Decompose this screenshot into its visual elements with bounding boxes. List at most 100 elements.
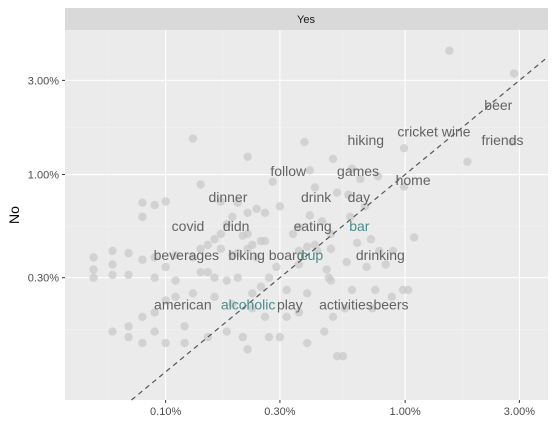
data-point: [252, 204, 261, 214]
scatter-points: [89, 46, 519, 361]
data-point: [264, 332, 274, 342]
word-label: dinner: [208, 189, 247, 205]
data-point: [196, 267, 205, 277]
word-label: board: [269, 247, 305, 263]
data-point: [180, 338, 189, 348]
y-axis: 0.30% 1.00% 3.00%: [28, 75, 65, 285]
data-point: [302, 338, 312, 348]
data-point: [228, 300, 237, 309]
data-point: [305, 166, 315, 175]
data-point: [161, 197, 170, 206]
data-point: [222, 220, 231, 229]
word-label: covid: [172, 218, 205, 234]
data-point: [138, 255, 147, 264]
data-point: [161, 338, 170, 348]
data-point: [508, 137, 517, 147]
data-point: [248, 289, 257, 298]
word-label: alcoholic: [221, 296, 275, 312]
data-point: [89, 265, 98, 274]
data-point: [302, 289, 312, 298]
data-point: [203, 240, 213, 250]
word-label: home: [396, 172, 431, 188]
word-label: follow: [270, 163, 307, 179]
x-tick-label: 0.10%: [150, 406, 181, 418]
data-point: [188, 289, 198, 298]
data-point: [302, 242, 312, 252]
data-point: [409, 233, 419, 242]
data-point: [210, 235, 219, 244]
minor-gridlines: [65, 30, 548, 400]
word-label: beers: [373, 296, 408, 312]
data-point: [138, 312, 147, 322]
word-label: beverages: [154, 247, 219, 263]
data-point: [138, 198, 147, 207]
data-point: [344, 190, 353, 199]
word-label: games: [337, 163, 379, 179]
data-point: [243, 229, 252, 239]
data-point: [326, 244, 336, 254]
data-point: [445, 46, 454, 55]
data-point: [188, 134, 198, 143]
data-point: [108, 270, 117, 280]
data-point: [89, 253, 98, 262]
data-point: [275, 332, 285, 342]
word-label: day: [348, 189, 371, 205]
data-point: [248, 304, 257, 313]
facet-strip-label: Yes: [297, 14, 315, 26]
data-point: [368, 304, 377, 313]
data-point: [340, 304, 350, 313]
x-axis: 0.10% 0.30% 1.00% 3.00%: [150, 400, 535, 418]
data-point: [294, 246, 304, 256]
data-point: [381, 260, 390, 269]
data-point: [366, 235, 376, 244]
data-point: [150, 308, 159, 317]
data-point: [399, 182, 409, 191]
data-point: [282, 285, 291, 295]
y-tick-label: 1.00%: [28, 170, 59, 182]
data-point: [171, 276, 180, 285]
data-point: [124, 270, 133, 280]
data-point: [324, 273, 333, 282]
data-point: [161, 296, 170, 305]
data-point: [317, 217, 327, 226]
data-point: [288, 229, 298, 239]
data-point: [260, 208, 270, 217]
word-label: hiking: [347, 132, 384, 148]
word-label: play: [277, 296, 303, 312]
data-point: [282, 312, 291, 322]
word-label: activities: [319, 296, 373, 312]
data-point: [264, 273, 274, 282]
data-point: [124, 322, 133, 331]
data-point: [373, 172, 383, 181]
data-point: [356, 174, 365, 184]
data-point: [320, 327, 329, 336]
word-label: drink: [301, 189, 332, 205]
data-point: [322, 265, 331, 274]
word-label: cup: [301, 247, 324, 263]
data-point: [294, 260, 304, 269]
data-point: [347, 285, 357, 295]
facet-strip: [65, 8, 548, 30]
data-point: [326, 229, 336, 239]
data-point: [222, 327, 231, 336]
data-point: [252, 253, 261, 262]
word-label: drinking: [356, 247, 405, 263]
data-point: [210, 292, 219, 302]
data-point: [171, 251, 180, 260]
word-label: friends: [481, 132, 523, 148]
data-point: [150, 273, 159, 282]
data-point: [305, 211, 315, 220]
data-point: [228, 212, 237, 222]
data-point: [243, 345, 252, 354]
data-point: [243, 208, 252, 217]
data-point: [294, 308, 304, 317]
data-point: [268, 177, 277, 186]
data-point: [346, 212, 355, 222]
data-point: [233, 273, 242, 282]
data-point: [387, 292, 397, 302]
data-point: [89, 273, 98, 282]
data-point: [310, 183, 320, 192]
data-point: [150, 253, 159, 262]
data-point: [108, 246, 117, 256]
data-point: [108, 260, 117, 269]
